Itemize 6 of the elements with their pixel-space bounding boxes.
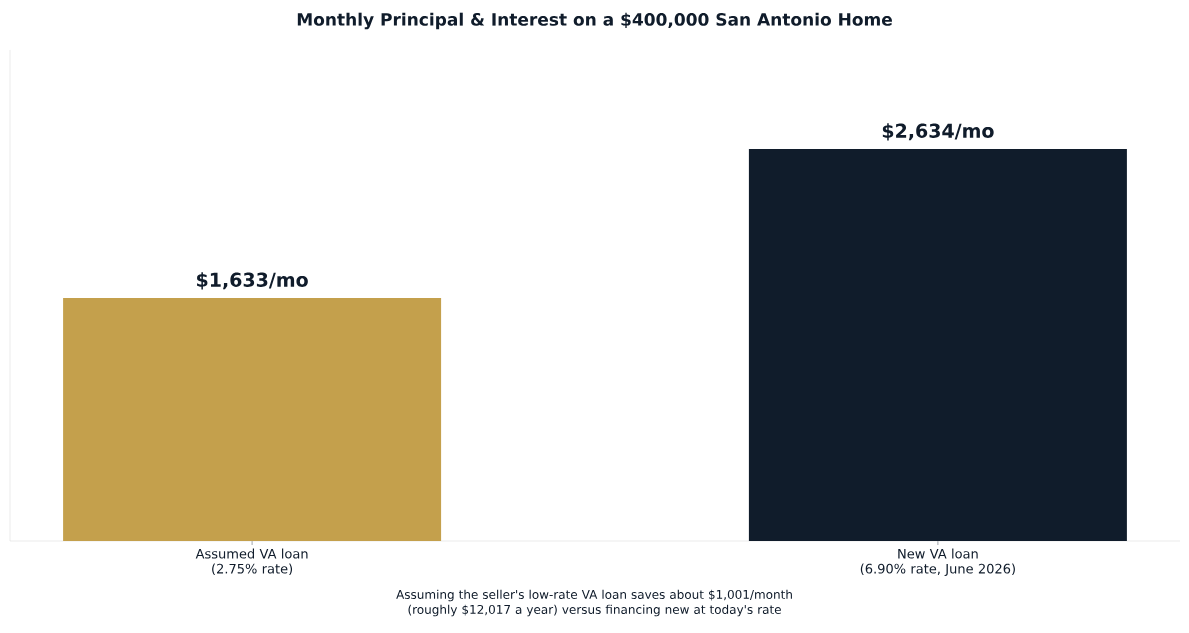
x-tick-label: New VA loan (6.90% rate, June 2026) — [860, 548, 1015, 577]
data-label: $2,634/mo — [882, 123, 994, 141]
data-label: $1,633/mo — [197, 272, 308, 290]
chart-title: Monthly Principal & Interest on a $400,000 San Antonio Home — [297, 12, 892, 30]
text: Assuming the seller's low-rate VA loan saves about $1,001/month (roughly $12,017 a year) versus financing new at today's rate — [396, 589, 792, 617]
x-tick-label: Assumed VA loan (2.75% rate) — [195, 548, 308, 576]
